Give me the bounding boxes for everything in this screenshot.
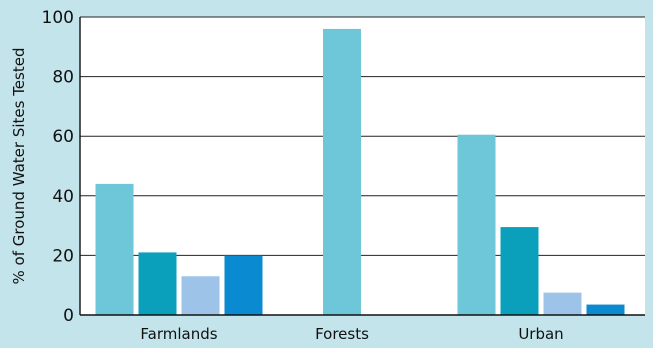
category-label-farmlands: Farmlands — [140, 325, 217, 343]
y-tick-labels: 0 20 40 60 80 100 — [42, 8, 74, 326]
bar-urban-4 — [586, 304, 625, 315]
bar-farmlands-4 — [224, 255, 263, 315]
bar-urban-3 — [543, 292, 582, 315]
bar-urban-2 — [500, 227, 539, 315]
bar-farmlands-3 — [181, 276, 220, 315]
bars-layer — [95, 28, 625, 315]
bar-urban-1 — [457, 134, 496, 315]
y-tick-label-100: 100 — [42, 8, 74, 28]
category-labels: Farmlands Forests Urban — [140, 325, 563, 343]
category-label-forests: Forests — [315, 325, 369, 343]
y-tick-label-20: 20 — [52, 246, 74, 266]
bar-farmlands-2 — [138, 252, 177, 315]
y-tick-label-60: 60 — [52, 127, 74, 147]
y-axis-title: % of Ground Water Sites Tested — [10, 48, 28, 285]
bar-forests-1 — [323, 28, 361, 315]
category-label-urban: Urban — [518, 325, 563, 343]
y-tick-label-0: 0 — [63, 306, 74, 326]
bar-farmlands-1 — [95, 183, 134, 315]
y-tick-label-80: 80 — [52, 68, 74, 88]
y-tick-label-40: 40 — [52, 187, 74, 207]
axes — [79, 17, 645, 316]
